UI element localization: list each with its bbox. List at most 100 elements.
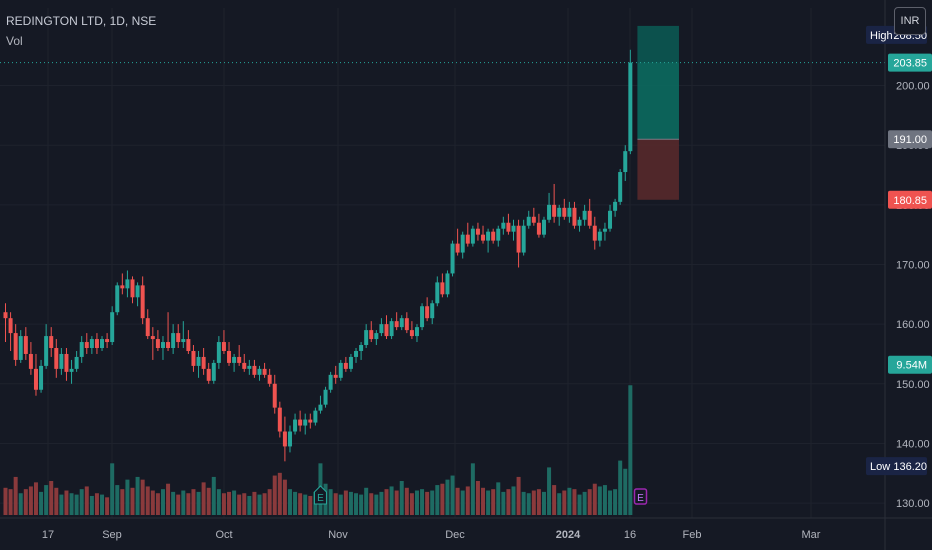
volume-bar (343, 490, 348, 515)
candle-body (135, 285, 140, 298)
candle (541, 216, 546, 238)
candle (506, 213, 511, 235)
candle (420, 303, 425, 331)
candle-body (394, 321, 399, 328)
candle (414, 324, 419, 343)
candle-body (496, 228, 501, 241)
volume-bar (216, 489, 221, 515)
volume-bar (348, 491, 353, 515)
candle (120, 273, 125, 295)
volume-bar (384, 489, 389, 515)
candle-body (8, 318, 13, 334)
candle (384, 315, 389, 340)
price-label-value: 203.85 (893, 58, 927, 70)
x-tick-label: 2024 (556, 529, 581, 541)
price-label-bg (866, 457, 927, 476)
candle (552, 183, 557, 223)
candle-body (59, 353, 64, 369)
candle-body (262, 368, 267, 375)
volume-bar (287, 489, 292, 515)
candle-body (13, 333, 18, 360)
candle (577, 216, 582, 232)
candle-body (323, 389, 328, 405)
candle-body (267, 374, 272, 384)
volume-bar (186, 493, 191, 515)
candle-body (369, 330, 374, 340)
volume-bar (267, 489, 272, 515)
candle (298, 410, 303, 432)
candle (369, 321, 374, 343)
candle-body (460, 234, 465, 253)
candle-body (577, 219, 582, 226)
volume-bar (201, 482, 206, 515)
volume-bar (206, 487, 211, 515)
volume-bar (460, 490, 465, 515)
candle-body (74, 356, 79, 369)
price-label-caption: High (870, 30, 893, 42)
volume-bar (100, 494, 105, 515)
currency-button[interactable]: INR (894, 7, 926, 35)
volume-bar (125, 479, 130, 515)
candle (399, 315, 404, 331)
candle (262, 362, 267, 378)
volume-bar (227, 491, 232, 515)
volume-bar (572, 489, 577, 515)
candle-body (328, 374, 333, 390)
candle-body (49, 336, 54, 348)
candle-body (404, 318, 409, 331)
candle (389, 318, 394, 340)
candle-body (628, 62, 633, 152)
candle (531, 207, 536, 226)
candle-body (608, 210, 613, 229)
earnings-marker-label: E (317, 493, 324, 504)
candle (572, 201, 577, 229)
candle (501, 216, 506, 235)
candle (623, 145, 628, 181)
volume-bar (160, 489, 165, 515)
candle (201, 348, 206, 375)
candle-body (313, 410, 318, 423)
candle-body (293, 419, 298, 432)
volume-bar (191, 489, 196, 515)
candle-body (206, 368, 211, 381)
candle (3, 303, 8, 343)
candle-body (348, 356, 353, 369)
volume-bar (516, 476, 521, 515)
volume-bar (354, 493, 359, 515)
volume-bar (435, 485, 440, 515)
candle (130, 276, 135, 304)
stop-zone (637, 139, 679, 200)
volume-bar (293, 491, 298, 515)
candle-body (562, 207, 567, 217)
candles[interactable] (3, 49, 633, 462)
candle-body (166, 342, 171, 348)
candle-body (425, 306, 430, 319)
candle (115, 282, 120, 316)
candle-body (23, 336, 28, 354)
x-tick-label: Sep (102, 529, 122, 541)
candle (221, 330, 226, 354)
x-tick-label: Nov (328, 529, 348, 541)
candle-body (287, 431, 292, 447)
candle-body (160, 342, 165, 348)
y-tick-label: 140.00 (896, 438, 930, 450)
candle-body (521, 225, 526, 253)
candle-body (125, 279, 130, 289)
volume-bar (272, 475, 277, 515)
candle-body (100, 339, 105, 348)
candle-body (110, 312, 115, 343)
volume-bar (389, 486, 394, 515)
candle-body (277, 407, 282, 432)
candle (374, 330, 379, 346)
volume-bar (196, 491, 201, 515)
candle-body (567, 207, 572, 217)
volume-bar (74, 494, 79, 515)
volume-bar (430, 490, 435, 515)
candle-body (242, 362, 247, 369)
price-label-bg (888, 130, 932, 149)
y-tick-label: 130.00 (896, 498, 930, 510)
price-label-entry: 191.00 (888, 130, 932, 149)
volume-bar (69, 493, 74, 515)
volume-bar (49, 481, 54, 515)
